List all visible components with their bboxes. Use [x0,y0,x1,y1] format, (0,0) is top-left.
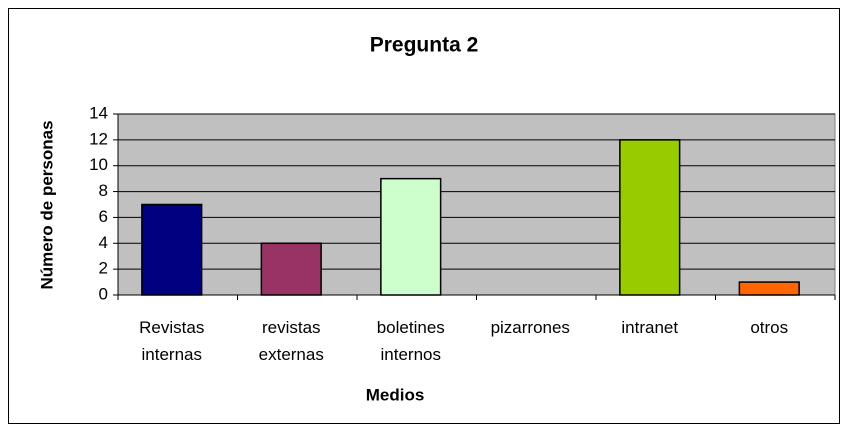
y-tick-label: 14 [89,103,108,122]
y-tick-label: 0 [99,284,108,303]
bar [141,203,203,296]
y-tick-label: 2 [99,259,108,278]
y-tick-label: 12 [89,129,108,148]
bar [380,177,442,296]
chart-title: Pregunta 2 [370,34,479,57]
bar [738,281,800,296]
x-tick-label: Revistas internas [139,318,205,364]
x-tick-label: pizarrones [490,318,570,337]
x-tick-label: revistas externas [258,318,324,364]
bar [619,139,681,296]
y-tick-label: 4 [99,233,108,252]
x-tick-label: boletines internos [376,318,445,364]
y-tick-label: 8 [99,181,108,200]
y-tick-label: 10 [89,155,108,174]
x-tick-label: intranet [621,318,679,337]
y-tick-label: 6 [99,207,108,226]
x-tick-label: otros [750,318,789,337]
plot-area [117,113,836,296]
bar [260,242,322,296]
x-axis-label: Medios [366,385,425,404]
y-axis-label: Número de personas [37,120,56,289]
